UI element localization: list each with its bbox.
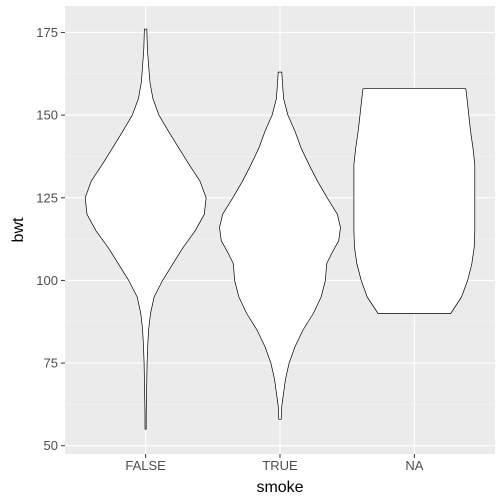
violin-group bbox=[84, 28, 476, 430]
y-tick-label: 100 bbox=[36, 273, 58, 288]
y-tick-label: 125 bbox=[36, 190, 58, 205]
y-axis-ticks: 50 75 100 125 150 175 bbox=[36, 25, 65, 453]
y-tick-label: 75 bbox=[44, 356, 58, 371]
x-tick-label: FALSE bbox=[125, 458, 166, 473]
x-tick-label: NA bbox=[405, 458, 423, 473]
y-tick-label: 150 bbox=[36, 108, 58, 123]
x-tick-label: TRUE bbox=[262, 458, 298, 473]
x-axis-title: smoke bbox=[256, 479, 303, 496]
y-axis-title: bwt bbox=[10, 217, 27, 242]
violin-na bbox=[353, 88, 476, 314]
y-tick-label: 175 bbox=[36, 25, 58, 40]
violin-false bbox=[84, 28, 207, 430]
y-tick-label: 50 bbox=[44, 438, 58, 453]
x-axis-ticks: FALSE TRUE NA bbox=[125, 454, 424, 473]
violin-true bbox=[219, 71, 341, 420]
